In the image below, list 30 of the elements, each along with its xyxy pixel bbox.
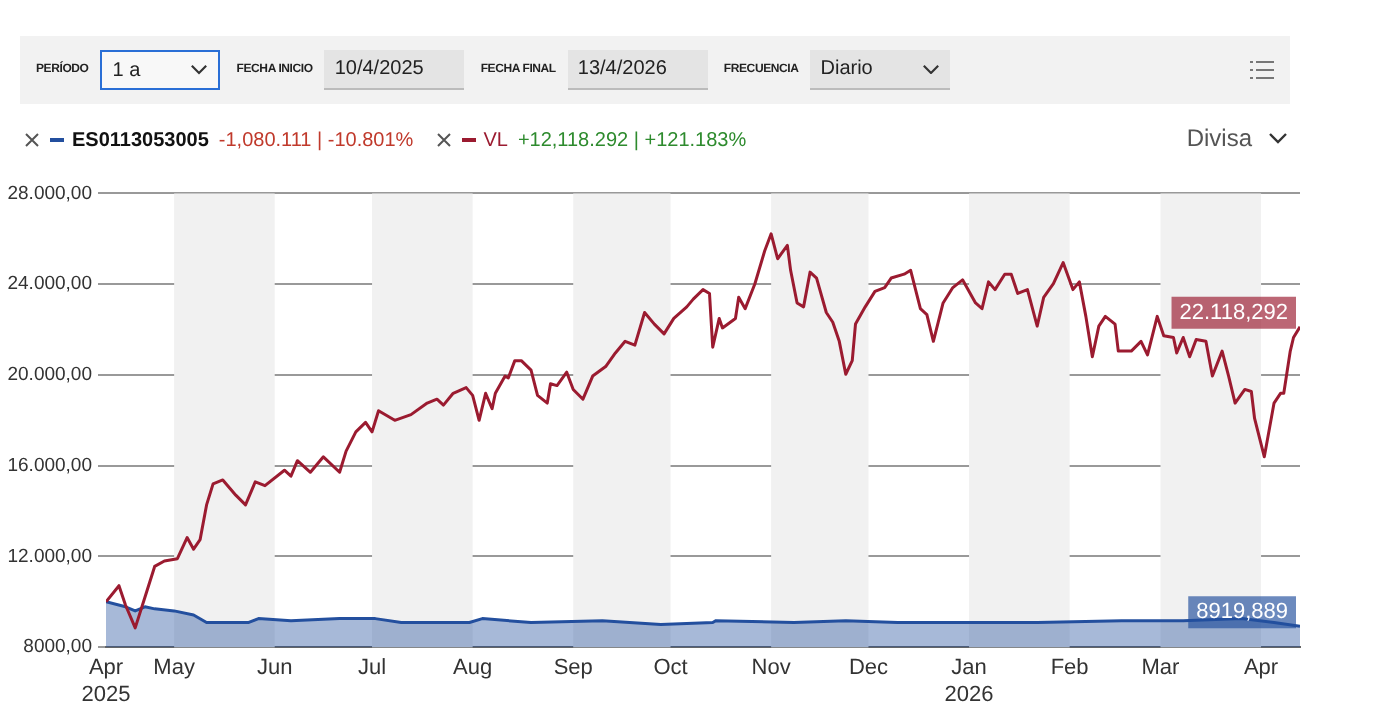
y-tick-label: 28.000,00 [7,182,92,205]
data-label: 22.118,292 [1179,300,1288,325]
text: -1,080.111 | -10.801% [218,129,414,151]
y-tick-label: 16.000,00 [7,454,92,477]
text: 10/4/2025 [334,58,426,80]
x-tick-label: Jul [357,656,387,681]
x-tick-label: Aug [453,656,493,681]
x-tick-label: Sep [553,656,593,681]
x-tick-label: Apr 2025 [81,656,131,707]
y-tick-label: 8000,00 [23,636,92,659]
x-tick-label: Mar [1141,656,1181,681]
y-tick-label: 20.000,00 [7,364,92,387]
x-tick-label: Oct [653,656,688,681]
x-tick-label: Jan 2026 [944,656,994,707]
legend-label: ES0113053005 [72,129,209,151]
x-tick-label: Nov [751,656,792,681]
x-tick-label: Apr [1243,656,1279,681]
x-tick-label: Jun [256,656,293,681]
text: 13/4/2026 [577,58,669,80]
text: Divisa [1186,124,1252,152]
text: 1 a [112,59,143,81]
text: +12,118.292 | +121.183% [517,129,747,151]
y-tick-label: 12.000,00 [7,545,92,568]
text: Diario [820,58,875,80]
y-tick-label: 24.000,00 [7,273,92,296]
x-tick-label: May [153,656,196,681]
data-label: 8919,889 [1196,600,1288,625]
x-tick-label: Dec [848,656,890,681]
text: VL [483,129,508,151]
x-tick-label: Feb [1050,656,1089,681]
